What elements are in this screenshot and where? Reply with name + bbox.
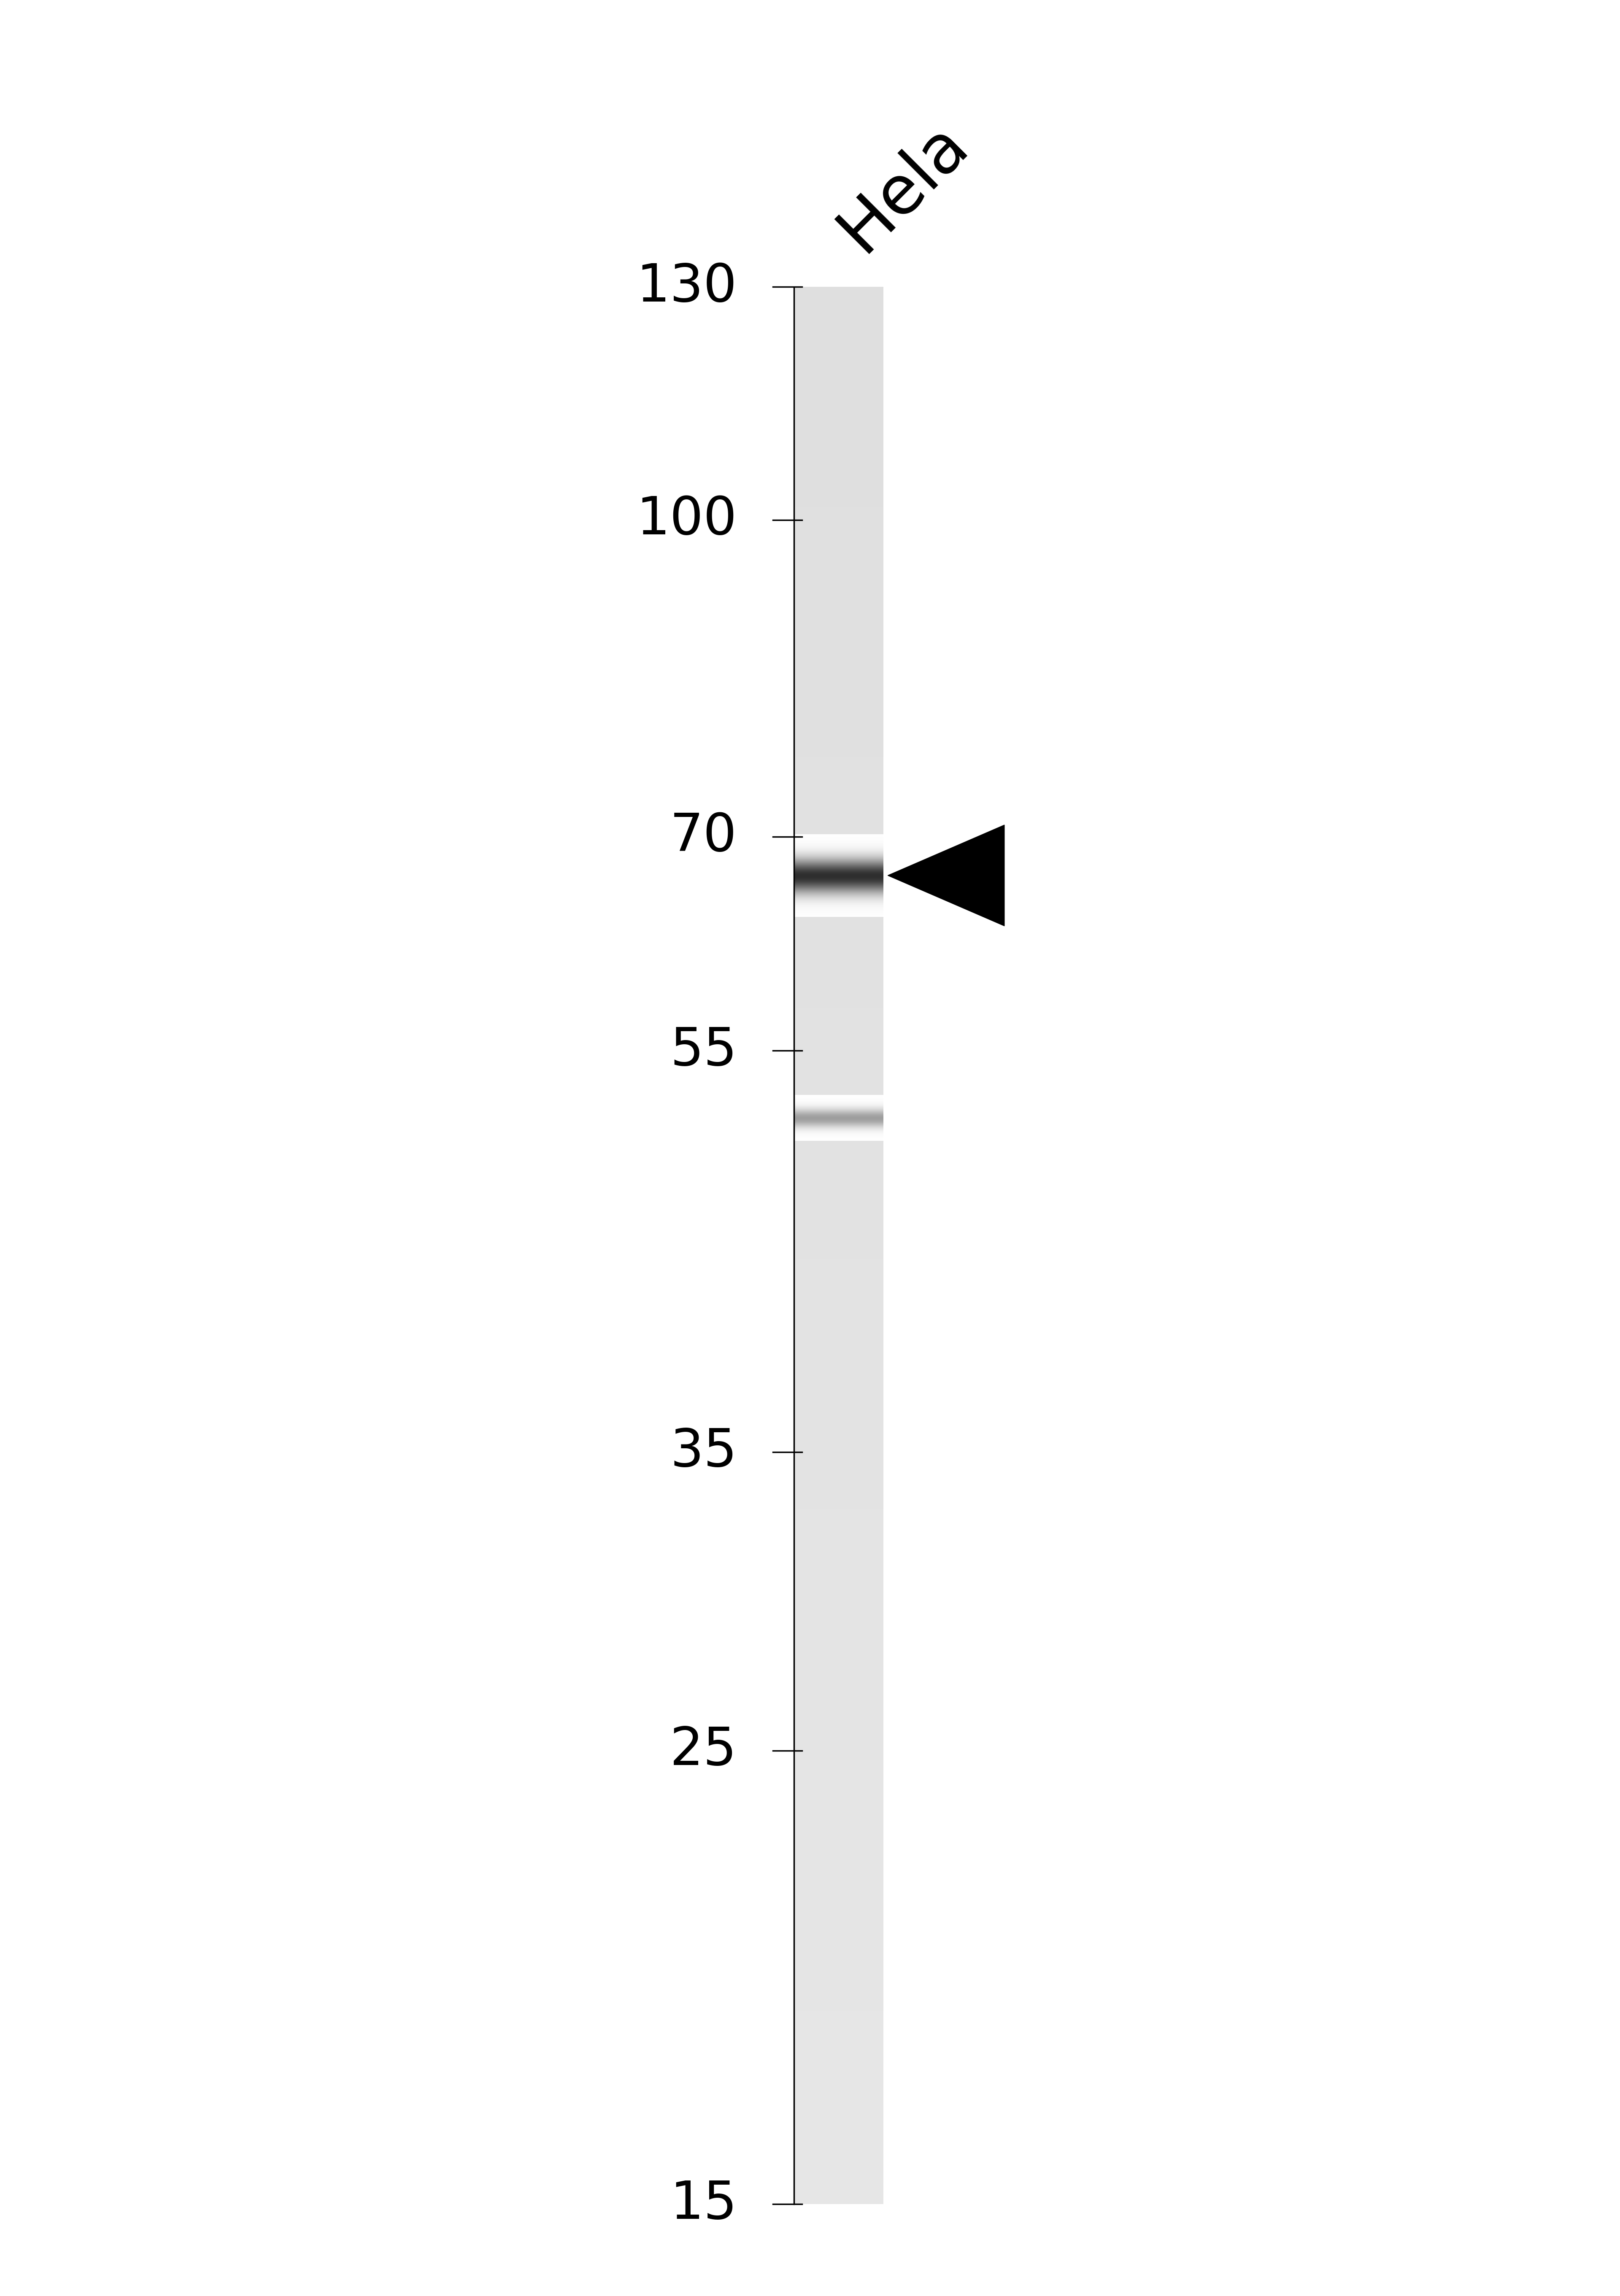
Text: 130: 130 [637,262,737,312]
Text: 100: 100 [637,494,737,546]
Text: 70: 70 [671,810,737,861]
Text: 15: 15 [671,2179,737,2229]
Text: Hela: Hela [826,110,980,264]
Text: 35: 35 [671,1426,737,1476]
Text: 25: 25 [671,1724,737,1777]
Text: 55: 55 [671,1024,737,1077]
Polygon shape [888,824,1004,925]
